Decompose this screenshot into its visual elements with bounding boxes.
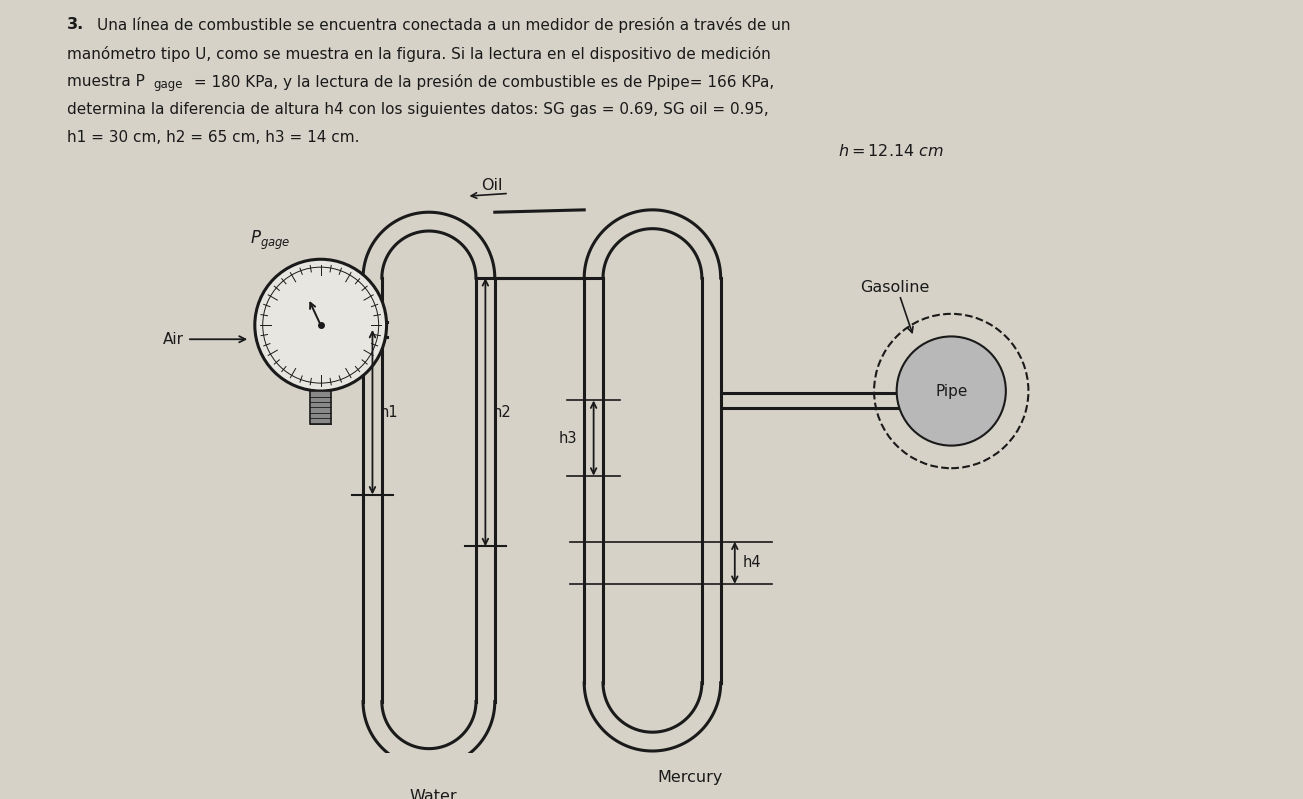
Text: gage: gage (154, 78, 182, 90)
Text: Pipe: Pipe (936, 384, 967, 399)
Text: h4: h4 (743, 555, 761, 570)
Text: determina la diferencia de altura h4 con los siguientes datos: SG gas = 0.69, SG: determina la diferencia de altura h4 con… (66, 102, 769, 117)
Text: 3.: 3. (66, 18, 83, 33)
Text: Gasoline: Gasoline (860, 280, 929, 295)
Text: Una línea de combustible se encuentra conectada a un medidor de presión a través: Una línea de combustible se encuentra co… (96, 18, 790, 34)
Text: = 180 KPa, y la lectura de la presión de combustible es de Ppipe= 166 KPa,: = 180 KPa, y la lectura de la presión de… (189, 74, 774, 89)
Text: h1 = 30 cm, h2 = 65 cm, h3 = 14 cm.: h1 = 30 cm, h2 = 65 cm, h3 = 14 cm. (66, 130, 360, 145)
Text: manómetro tipo U, como se muestra en la figura. Si la lectura en el dispositivo : manómetro tipo U, como se muestra en la … (66, 46, 770, 62)
Text: $h= 12.14\ $cm: $h= 12.14\ $cm (838, 144, 945, 160)
Text: muestra P: muestra P (66, 74, 145, 89)
Text: h3: h3 (558, 431, 577, 446)
Circle shape (896, 336, 1006, 446)
Text: Air: Air (163, 332, 245, 347)
Text: Water: Water (410, 789, 457, 799)
Text: h1: h1 (380, 404, 399, 419)
Text: Oil: Oil (481, 178, 502, 193)
Circle shape (255, 259, 387, 391)
Text: Mercury: Mercury (658, 769, 723, 785)
Text: h2: h2 (493, 404, 512, 419)
Bar (310, 391, 331, 424)
Text: $P_{gage}$: $P_{gage}$ (250, 229, 291, 252)
